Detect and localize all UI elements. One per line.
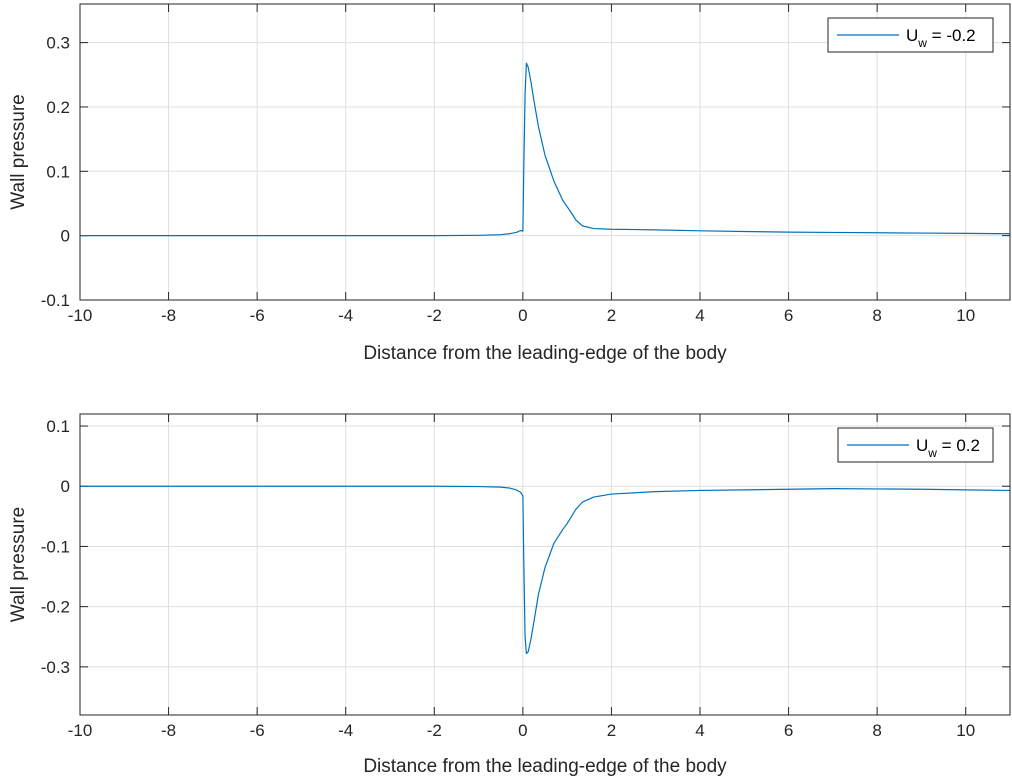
legend-label-value: = -0.2 — [927, 26, 976, 45]
plot-area — [80, 414, 1010, 715]
x-tick-label: -6 — [250, 721, 265, 740]
y-tick-label: 0 — [61, 227, 70, 246]
x-axis-label: Distance from the leading-edge of the bo… — [363, 343, 727, 364]
series-line — [80, 485, 1010, 655]
x-tick-label: -4 — [338, 721, 353, 740]
legend-label: Uw = 0.2 — [916, 436, 980, 460]
y-tick-label: 0.1 — [46, 417, 70, 436]
x-tick-label: 2 — [607, 306, 616, 325]
y-tick-label: 0.3 — [46, 34, 70, 53]
x-axis-label: Distance from the leading-edge of the bo… — [363, 756, 727, 777]
y-axis-label: Wall pressure — [8, 507, 29, 622]
x-tick-label: -8 — [161, 721, 176, 740]
legend-label-subscript: w — [917, 36, 927, 50]
legend-label-value: = 0.2 — [937, 436, 980, 455]
x-tick-label: -6 — [250, 306, 265, 325]
y-tick-label: -0.3 — [41, 658, 70, 677]
y-tick-label: 0.1 — [46, 162, 70, 181]
x-tick-label: 8 — [872, 306, 881, 325]
x-tick-label: 10 — [956, 306, 975, 325]
legend: Uw = -0.2 — [827, 17, 994, 53]
axes-box — [79, 413, 1011, 716]
y-tick-label: 0 — [61, 477, 70, 496]
plot-2: -10 -8 -6 -4 -2 0 2 4 6 8 10 -0.3 -0.2 -0.1 0 0.1 Distan… — [8, 413, 1011, 777]
series-line — [80, 62, 1010, 237]
legend-label-main: U — [916, 436, 928, 455]
y-tick-label: -0.2 — [41, 598, 70, 617]
x-tick-label: 0 — [518, 721, 527, 740]
y-axis-label: Wall pressure — [8, 94, 29, 209]
x-tick-label: 0 — [518, 306, 527, 325]
x-tick-label: 4 — [695, 306, 704, 325]
x-tick-label: 6 — [784, 721, 793, 740]
plot-area — [80, 4, 1010, 300]
legend-label-main: U — [906, 26, 918, 45]
legend-label: Uw = -0.2 — [906, 26, 976, 50]
x-tick-label: -8 — [161, 306, 176, 325]
x-tick-label: 2 — [607, 721, 616, 740]
x-tick-label: -10 — [68, 721, 93, 740]
x-tick-label: 8 — [872, 721, 881, 740]
y-tick-label: 0.2 — [46, 98, 70, 117]
y-tick-label: -0.1 — [41, 291, 70, 310]
x-tick-label: -10 — [68, 306, 93, 325]
x-tick-label: 10 — [956, 721, 975, 740]
plot-1: -10 -8 -6 -4 -2 0 2 4 6 8 10 -0.1 0 0.1 0.2 0.3 Distance… — [8, 3, 1011, 364]
x-tick-label: 4 — [695, 721, 704, 740]
x-tick-label: -2 — [427, 721, 442, 740]
x-tick-label: -4 — [338, 306, 353, 325]
legend-label-subscript: w — [927, 446, 937, 460]
x-tick-label: -2 — [427, 306, 442, 325]
y-tick-label: -0.1 — [41, 537, 70, 556]
axes-box — [79, 3, 1011, 301]
legend: Uw = 0.2 — [837, 427, 994, 463]
x-tick-label: 6 — [784, 306, 793, 325]
